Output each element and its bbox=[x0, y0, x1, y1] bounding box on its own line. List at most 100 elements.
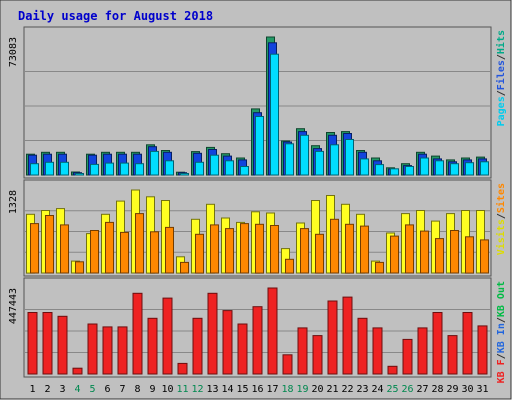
bar bbox=[90, 230, 99, 274]
x-tick-label: 15 bbox=[236, 384, 248, 395]
legend-entry: KB In bbox=[496, 323, 507, 353]
x-tick-label: 31 bbox=[476, 384, 488, 395]
legend-entry: / bbox=[496, 353, 507, 359]
bar bbox=[207, 292, 218, 375]
legend-entry: / bbox=[496, 317, 507, 323]
bar bbox=[477, 325, 488, 375]
bar bbox=[312, 335, 323, 375]
bar bbox=[255, 223, 264, 274]
legend-entry: / bbox=[496, 213, 507, 219]
x-tick-label: 9 bbox=[149, 384, 155, 395]
bar bbox=[180, 173, 189, 176]
bar bbox=[300, 228, 309, 274]
bar bbox=[225, 160, 234, 176]
bar bbox=[282, 354, 293, 375]
bar bbox=[222, 310, 233, 375]
bar bbox=[270, 53, 279, 176]
bar bbox=[327, 300, 338, 375]
bar bbox=[45, 161, 54, 176]
bar bbox=[150, 231, 159, 274]
panel-max-label: 1328 bbox=[8, 190, 19, 214]
bar bbox=[195, 161, 204, 176]
bar bbox=[165, 160, 174, 176]
bar bbox=[225, 228, 234, 274]
bar bbox=[210, 154, 219, 176]
x-tick-label: 2 bbox=[44, 384, 50, 395]
x-tick-label: 3 bbox=[59, 384, 65, 395]
bar bbox=[315, 150, 324, 176]
panel-max-label: 73083 bbox=[8, 37, 19, 67]
x-tick-label: 30 bbox=[461, 384, 473, 395]
x-tick-label: 16 bbox=[251, 384, 263, 395]
bar bbox=[240, 166, 249, 176]
x-tick-label: 24 bbox=[371, 384, 383, 395]
panel-legend: Pages/Files/Hits bbox=[495, 30, 507, 126]
bar bbox=[285, 143, 294, 176]
x-tick-label: 5 bbox=[89, 384, 95, 395]
bar bbox=[60, 161, 69, 176]
bar bbox=[375, 261, 384, 274]
bar bbox=[300, 134, 309, 176]
bar bbox=[450, 230, 459, 274]
bar bbox=[330, 144, 339, 176]
bar bbox=[390, 235, 399, 274]
bar bbox=[465, 162, 474, 176]
bar bbox=[192, 317, 203, 375]
bar bbox=[165, 226, 174, 274]
bar bbox=[435, 238, 444, 274]
x-tick-label: 7 bbox=[119, 384, 125, 395]
bar bbox=[90, 163, 99, 176]
bar bbox=[135, 213, 144, 274]
x-tick-label: 4 bbox=[74, 384, 80, 395]
bar bbox=[462, 312, 473, 375]
x-tick-label: 23 bbox=[356, 384, 368, 395]
x-tick-label: 18 bbox=[281, 384, 293, 395]
bar bbox=[75, 173, 84, 176]
bar bbox=[480, 161, 489, 176]
bar bbox=[195, 233, 204, 274]
x-tick-label: 21 bbox=[326, 384, 338, 395]
bar bbox=[360, 225, 369, 274]
legend-entry: KB Out bbox=[496, 281, 507, 317]
x-tick-label: 22 bbox=[341, 384, 353, 395]
legend-entry: / bbox=[496, 54, 507, 60]
bar bbox=[150, 150, 159, 176]
bar bbox=[435, 160, 444, 176]
bar bbox=[345, 139, 354, 176]
bar bbox=[465, 236, 474, 274]
bar bbox=[162, 297, 173, 375]
legend-entry: Visits bbox=[495, 219, 507, 255]
bar bbox=[87, 323, 98, 375]
panel-legend: KB F/KB In/KB Out bbox=[496, 281, 507, 383]
bar bbox=[30, 163, 39, 176]
bar bbox=[297, 327, 308, 375]
bar bbox=[57, 315, 68, 375]
bar bbox=[132, 292, 143, 375]
bar bbox=[420, 230, 429, 274]
bar bbox=[102, 326, 113, 375]
bar bbox=[60, 224, 69, 274]
x-tick-label: 27 bbox=[416, 384, 428, 395]
bar bbox=[372, 327, 383, 375]
x-tick-label: 10 bbox=[161, 384, 173, 395]
x-tick-label: 6 bbox=[104, 384, 110, 395]
bar bbox=[255, 116, 264, 176]
bar bbox=[42, 312, 53, 375]
bar bbox=[120, 162, 129, 176]
bar bbox=[117, 326, 128, 375]
legend-entry: Files bbox=[495, 60, 507, 90]
panel-visits: 1328 Visits/Sites bbox=[8, 179, 507, 277]
bar bbox=[285, 258, 294, 274]
series-kb-f bbox=[27, 287, 488, 375]
x-tick-label: 13 bbox=[206, 384, 218, 395]
bar bbox=[240, 223, 249, 274]
legend-entry: Hits bbox=[495, 30, 507, 54]
bar bbox=[432, 312, 443, 375]
x-tick-label: 8 bbox=[134, 384, 140, 395]
bar bbox=[447, 335, 458, 375]
bar bbox=[405, 166, 414, 176]
bar bbox=[315, 233, 324, 274]
bar bbox=[405, 224, 414, 274]
